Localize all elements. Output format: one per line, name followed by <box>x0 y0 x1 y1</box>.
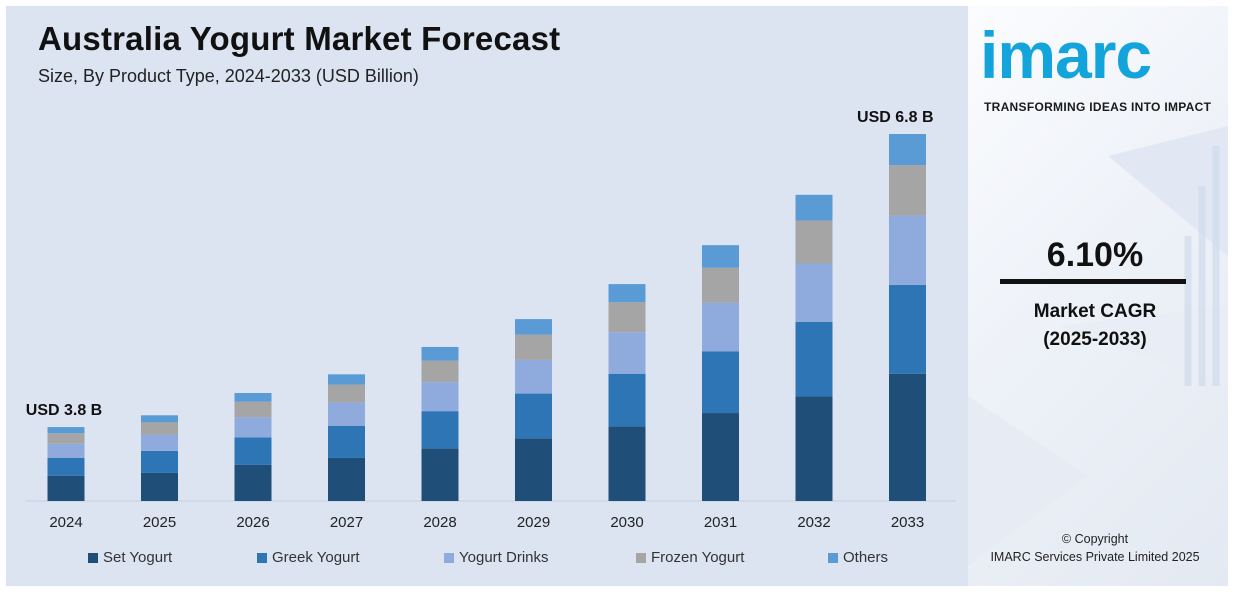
cagr-label-line1: Market CAGR <box>1033 301 1157 322</box>
side-panel: imarc TRANSFORMING IDEAS INTO IMPACT 6.1… <box>968 6 1228 586</box>
chart-panel: Australia Yogurt Market Forecast Size, B… <box>6 6 968 586</box>
bar-segment-others-2027 <box>328 374 365 385</box>
cagr-label: Market CAGR (2025-2033) <box>968 298 1222 354</box>
bar-segment-others-2025 <box>141 415 178 423</box>
x-tick-label: 2031 <box>704 514 737 531</box>
bar-segment-yogurt-drinks-2033 <box>889 215 926 285</box>
bar-segment-others-2031 <box>702 245 739 268</box>
bar-segment-frozen-yogurt-2027 <box>328 384 365 403</box>
chart-title: Australia Yogurt Market Forecast <box>38 20 561 57</box>
bar-segment-yogurt-drinks-2032 <box>795 263 833 322</box>
x-tick-label: 2024 <box>49 514 82 531</box>
bar-segment-yogurt-drinks-2031 <box>702 302 739 352</box>
bar-segment-greek-yogurt-2030 <box>608 373 646 427</box>
x-tick-label: 2025 <box>143 514 176 531</box>
bar-segment-greek-yogurt-2026 <box>234 437 272 465</box>
legend-swatch <box>257 552 267 563</box>
x-tick-label: 2027 <box>330 514 363 531</box>
bar-segment-set-yogurt-2032 <box>795 396 833 501</box>
bar-segment-set-yogurt-2025 <box>141 472 178 501</box>
legend-item-yogurt-drinks: Yogurt Drinks <box>444 549 549 566</box>
bar-segment-set-yogurt-2030 <box>608 426 646 501</box>
bar-segment-yogurt-drinks-2024 <box>47 443 85 458</box>
bar-segment-greek-yogurt-2033 <box>889 284 926 374</box>
cagr-value: 6.10% <box>1046 236 1144 274</box>
bar-segment-set-yogurt-2033 <box>889 373 926 501</box>
logo-text: imarc <box>980 18 1152 92</box>
x-tick-label: 2032 <box>797 514 830 531</box>
bar-segment-frozen-yogurt-2026 <box>234 401 272 418</box>
bar-segment-yogurt-drinks-2029 <box>515 359 552 394</box>
legend-item-set-yogurt: Set Yogurt <box>88 549 172 566</box>
x-tick-label: 2028 <box>423 514 456 531</box>
bar-segment-others-2026 <box>234 393 272 402</box>
legend-label: Greek Yogurt <box>272 549 360 566</box>
legend-item-frozen-yogurt: Frozen Yogurt <box>636 549 744 566</box>
bar-segment-frozen-yogurt-2032 <box>795 220 833 264</box>
bar-segment-set-yogurt-2026 <box>234 464 272 501</box>
background-decoration <box>968 126 1228 566</box>
total-annotation-2033: USD 6.8 B <box>857 109 933 126</box>
legend-swatch <box>444 552 454 563</box>
bar-segment-yogurt-drinks-2027 <box>328 402 365 426</box>
bar-segment-frozen-yogurt-2025 <box>141 422 178 435</box>
legend-item-others: Others <box>828 549 888 566</box>
cagr-label-line2: (2025-2033) <box>1043 329 1147 350</box>
legend-label: Set Yogurt <box>103 549 173 566</box>
bar-segment-others-2033 <box>889 134 926 166</box>
bar-segment-yogurt-drinks-2025 <box>141 434 178 451</box>
legend-swatch <box>636 552 646 563</box>
copyright-line1: © Copyright <box>1061 532 1129 546</box>
legend-label: Frozen Yogurt <box>651 549 745 566</box>
copyright-line2: IMARC Services Private Limited 2025 <box>990 550 1200 564</box>
bar-segment-yogurt-drinks-2030 <box>608 332 646 374</box>
legend-label: Others <box>843 549 889 566</box>
legend-item-greek-yogurt: Greek Yogurt <box>257 549 360 566</box>
x-tick-label: 2033 <box>891 514 924 531</box>
bar-segment-greek-yogurt-2027 <box>328 425 365 458</box>
copyright: © Copyright IMARC Services Private Limit… <box>968 530 1222 566</box>
bar-segment-frozen-yogurt-2024 <box>47 433 85 444</box>
bar-segment-frozen-yogurt-2033 <box>889 165 926 216</box>
legend-swatch <box>88 552 98 563</box>
bar-segment-set-yogurt-2029 <box>515 438 552 501</box>
bar-segment-frozen-yogurt-2031 <box>702 267 739 303</box>
logo-tagline: TRANSFORMING IDEAS INTO IMPACT <box>984 100 1212 114</box>
bar-segment-others-2029 <box>515 319 552 335</box>
bar-segment-frozen-yogurt-2030 <box>608 302 646 333</box>
chart-subtitle: Size, By Product Type, 2024-2033 (USD Bi… <box>38 66 419 86</box>
chart-legend: Set Yogurt Greek Yogurt Yogurt Drinks Froze… <box>6 549 968 569</box>
bar-segment-yogurt-drinks-2026 <box>234 417 272 438</box>
bar-segment-frozen-yogurt-2028 <box>421 360 459 383</box>
bar-segment-greek-yogurt-2031 <box>702 351 739 414</box>
cagr-divider <box>1000 279 1186 284</box>
bar-segment-greek-yogurt-2028 <box>421 411 459 449</box>
bar-segment-others-2028 <box>421 346 459 361</box>
bar-segment-others-2030 <box>608 284 646 303</box>
bar-segment-greek-yogurt-2032 <box>795 321 833 397</box>
bar-segment-set-yogurt-2024 <box>47 475 85 501</box>
bar-segment-others-2024 <box>47 427 85 434</box>
bar-segment-yogurt-drinks-2028 <box>421 382 459 412</box>
bar-segment-greek-yogurt-2025 <box>141 450 178 473</box>
stacked-bar-chart: 2024 2025 2026 2027 2028 2029 2030 2031 2032 2033… <box>26 109 956 531</box>
legend-label: Yogurt Drinks <box>459 549 549 566</box>
bar-segment-set-yogurt-2027 <box>328 457 365 501</box>
legend-swatch <box>828 552 838 563</box>
total-annotation-2024: USD 3.8 B <box>26 402 102 419</box>
bar-segment-others-2032 <box>795 194 833 221</box>
bar-segment-set-yogurt-2028 <box>421 448 459 501</box>
x-tick-label: 2029 <box>517 514 550 531</box>
bar-segment-set-yogurt-2031 <box>702 413 739 501</box>
bar-segment-frozen-yogurt-2029 <box>515 334 552 360</box>
bar-segment-greek-yogurt-2029 <box>515 393 552 439</box>
x-tick-label: 2026 <box>236 514 269 531</box>
x-tick-label: 2030 <box>610 514 643 531</box>
bar-segment-greek-yogurt-2024 <box>47 457 85 476</box>
